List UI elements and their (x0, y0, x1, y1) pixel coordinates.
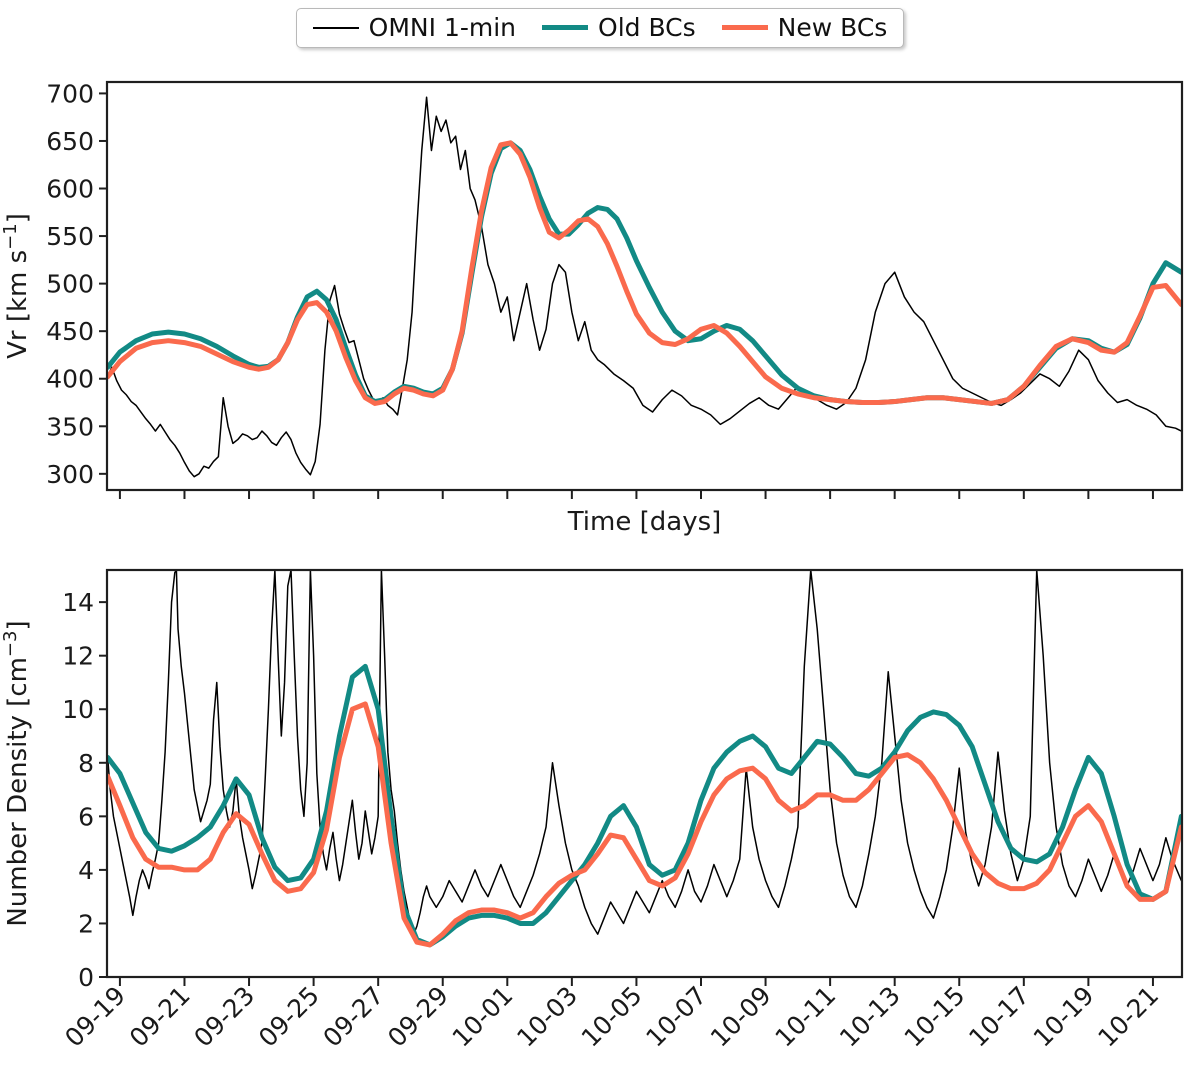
x-tick-label: 10-09 (705, 981, 777, 1053)
x-tick-label: 10-21 (1092, 981, 1164, 1053)
density-plot-area[interactable]: 0 2 4 6 8 10 12 14 09-1909-2109-2309-2509-2709-2… (0, 546, 1200, 1070)
y-axis-title: Number Density [cm−3] (0, 620, 33, 926)
x-tick-label: 10-01 (447, 981, 519, 1053)
x-tick-label: 10-07 (640, 981, 712, 1053)
y-axis-title: Vr [km s−1] (0, 213, 33, 359)
legend: OMNI 1-min Old BCs New BCs (0, 0, 1200, 56)
vr-plot-area[interactable]: 300 350 400 450 500 550 600 650 700 Vr [km s−1] Ti… (0, 56, 1200, 546)
x-tick-label: 09-21 (124, 981, 196, 1053)
y-tick-label: 500 (46, 270, 94, 299)
x-tick-label: 09-29 (382, 981, 454, 1053)
series-line-omni-1-min (107, 96, 1182, 478)
legend-label: New BCs (777, 13, 888, 42)
legend-label: Old BCs (598, 13, 696, 42)
panel-vr: 300 350 400 450 500 550 600 650 700 Vr [km s−1] Ti… (0, 56, 1200, 546)
x-tick-label: 09-25 (253, 981, 325, 1053)
y-tick-label: 10 (62, 695, 94, 724)
axes-frame (105, 80, 1184, 492)
legend-box: OMNI 1-min Old BCs New BCs (295, 8, 905, 48)
y-tick-label: 650 (46, 127, 94, 156)
x-tick-label: 10-11 (769, 981, 841, 1053)
series-group (107, 96, 1182, 478)
x-tick-label: 09-23 (188, 981, 260, 1053)
y-tick-label: 600 (46, 175, 94, 204)
x-tick-label: 10-17 (963, 981, 1035, 1053)
y-tick-label: 0 (78, 963, 94, 992)
x-tick-label: 10-13 (834, 981, 906, 1053)
legend-label: OMNI 1-min (368, 13, 517, 42)
y-tick-label: 6 (78, 802, 94, 831)
y-tick-label: 700 (46, 79, 94, 108)
legend-swatch-line-icon (542, 25, 589, 30)
panel-density: 0 2 4 6 8 10 12 14 09-19 09-21 09-23 09-25 09-27 09-2… (0, 546, 1200, 1070)
y-tick-label: 350 (46, 412, 94, 441)
legend-swatch-line-icon (312, 26, 359, 29)
series-line-old-bcs (107, 663, 1182, 948)
legend-item-0: OMNI 1-min (312, 13, 517, 42)
y-tick-label: 8 (78, 749, 94, 778)
series-line-new-bcs (107, 140, 1182, 406)
x-tick-label: 09-19 (59, 981, 131, 1053)
x-tick-label: 10-19 (1028, 981, 1100, 1053)
y-tick-label: 4 (78, 856, 94, 885)
series-group (107, 570, 1182, 948)
axes-frame (105, 568, 1184, 979)
y-tick-label: 550 (46, 222, 94, 251)
y-tick-label: 400 (46, 365, 94, 394)
x-axis-title: Time [days] (567, 507, 722, 537)
y-tick-label: 14 (62, 588, 94, 617)
x-tick-label: 10-15 (899, 981, 971, 1053)
y-tick-label: 450 (46, 317, 94, 346)
y-tick-label: 12 (62, 642, 94, 671)
legend-item-1: Old BCs (542, 15, 696, 40)
legend-item-2: New BCs (721, 13, 888, 42)
y-tick-label: 300 (46, 460, 94, 489)
legend-swatch-line-icon (721, 25, 768, 30)
series-line-omni-1-min (107, 570, 1182, 935)
series-line-new-bcs (107, 701, 1182, 948)
x-tick-label: 10-05 (576, 981, 648, 1053)
y-tick-label: 2 (78, 909, 94, 938)
x-tick-label: 09-27 (318, 981, 390, 1053)
x-tick-label: 10-03 (511, 981, 583, 1053)
